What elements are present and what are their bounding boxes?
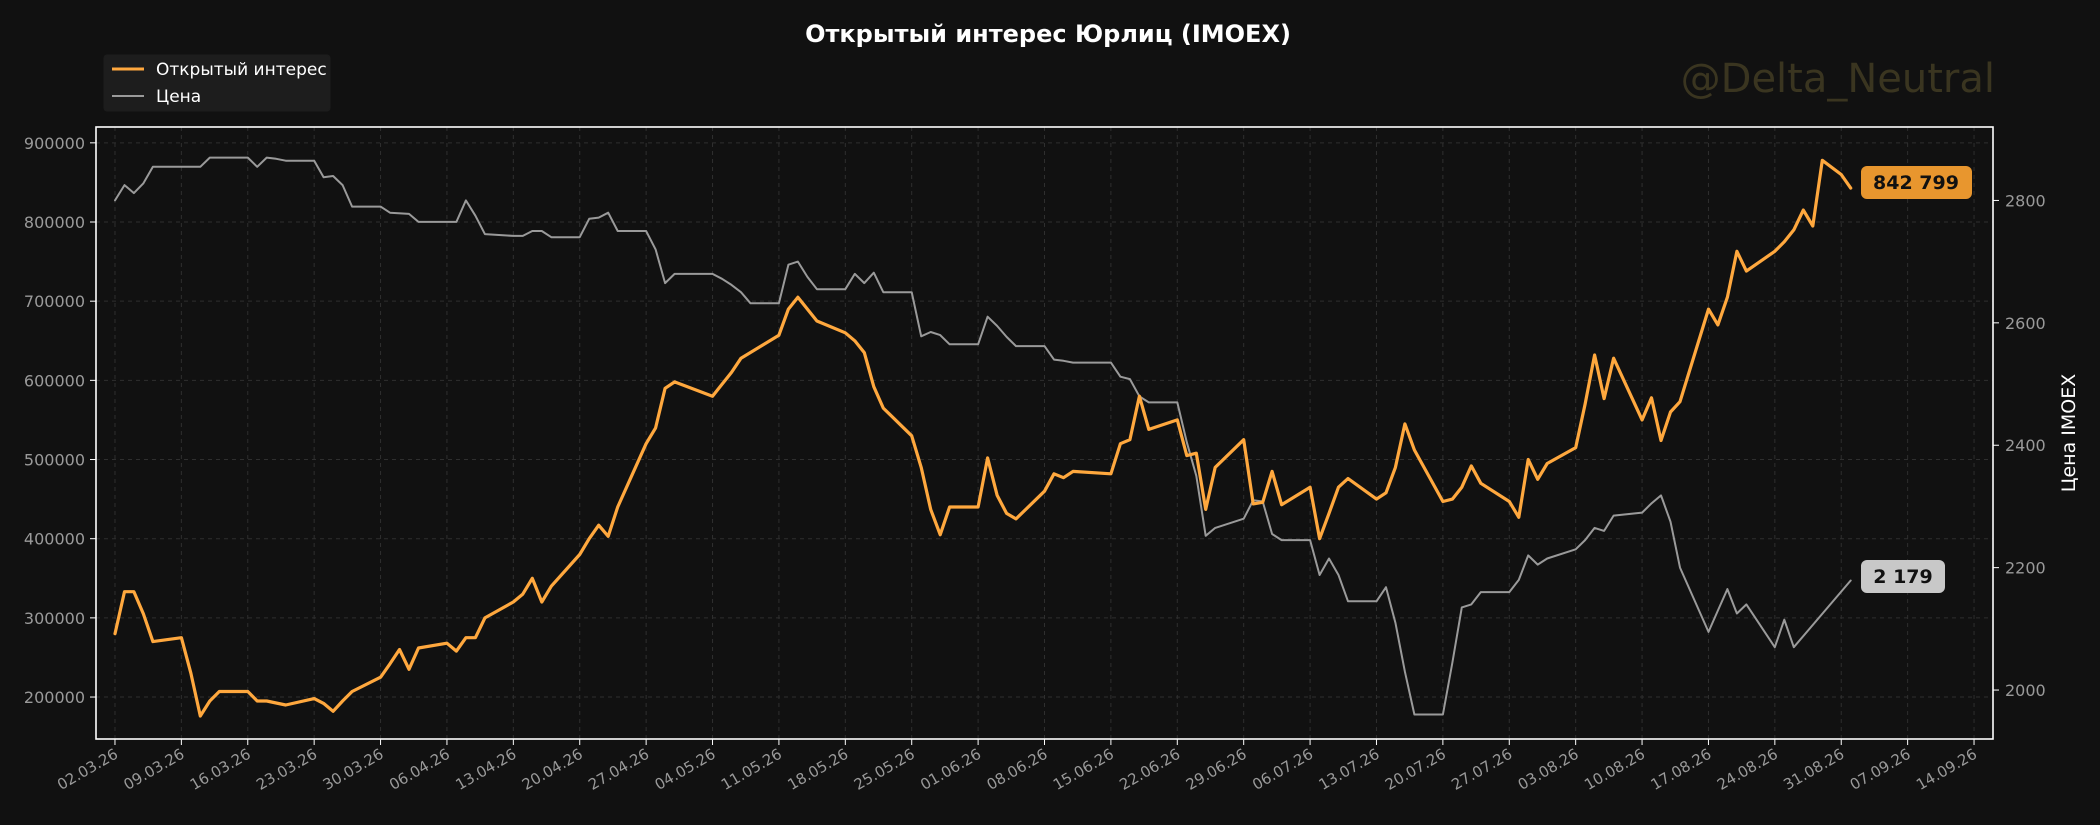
chart-title: Открытый интерес Юрлиц (IMOEX) [805,20,1291,48]
y2-tick-label: 2800 [2005,191,2046,210]
series-line-price [114,156,1852,716]
legend-price-label: Цена [156,87,201,107]
y-tick-label: 600000 [24,371,85,390]
grid-layer [96,127,1993,739]
legend: Открытый интерес Цена [103,54,331,112]
y2-tick-label: 2000 [2005,681,2046,700]
y2-tick-label: 2200 [2005,559,2046,578]
y2-tick-label: 2400 [2005,436,2046,455]
y-tick-label: 400000 [24,530,85,549]
oi-last-value-badge: 842 799 [1861,166,1972,199]
y-tick-label: 900000 [24,134,85,153]
watermark: @Delta_Neutral [1681,56,1995,102]
price-badge-text: 2 179 [1873,566,1933,588]
price-last-value-badge: 2 179 [1861,560,1945,593]
legend-oi-label: Открытый интерес [156,60,327,80]
series-layer [113,156,1853,718]
y-tick-label: 500000 [24,451,85,470]
series-line-open-interest [113,158,1853,718]
legend-box [103,54,331,112]
oi-badge-box [1861,166,1972,199]
y2-tick-label: 2600 [2005,314,2046,333]
y-tick-label: 200000 [24,688,85,707]
y-tick-label: 800000 [24,213,85,232]
oi-badge-text: 842 799 [1873,172,1959,194]
y-tick-label: 300000 [24,609,85,628]
price-badge-box [1861,560,1945,593]
y-tick-label: 700000 [24,292,85,311]
y2-axis-label: Цена IMOEX [2058,374,2080,493]
